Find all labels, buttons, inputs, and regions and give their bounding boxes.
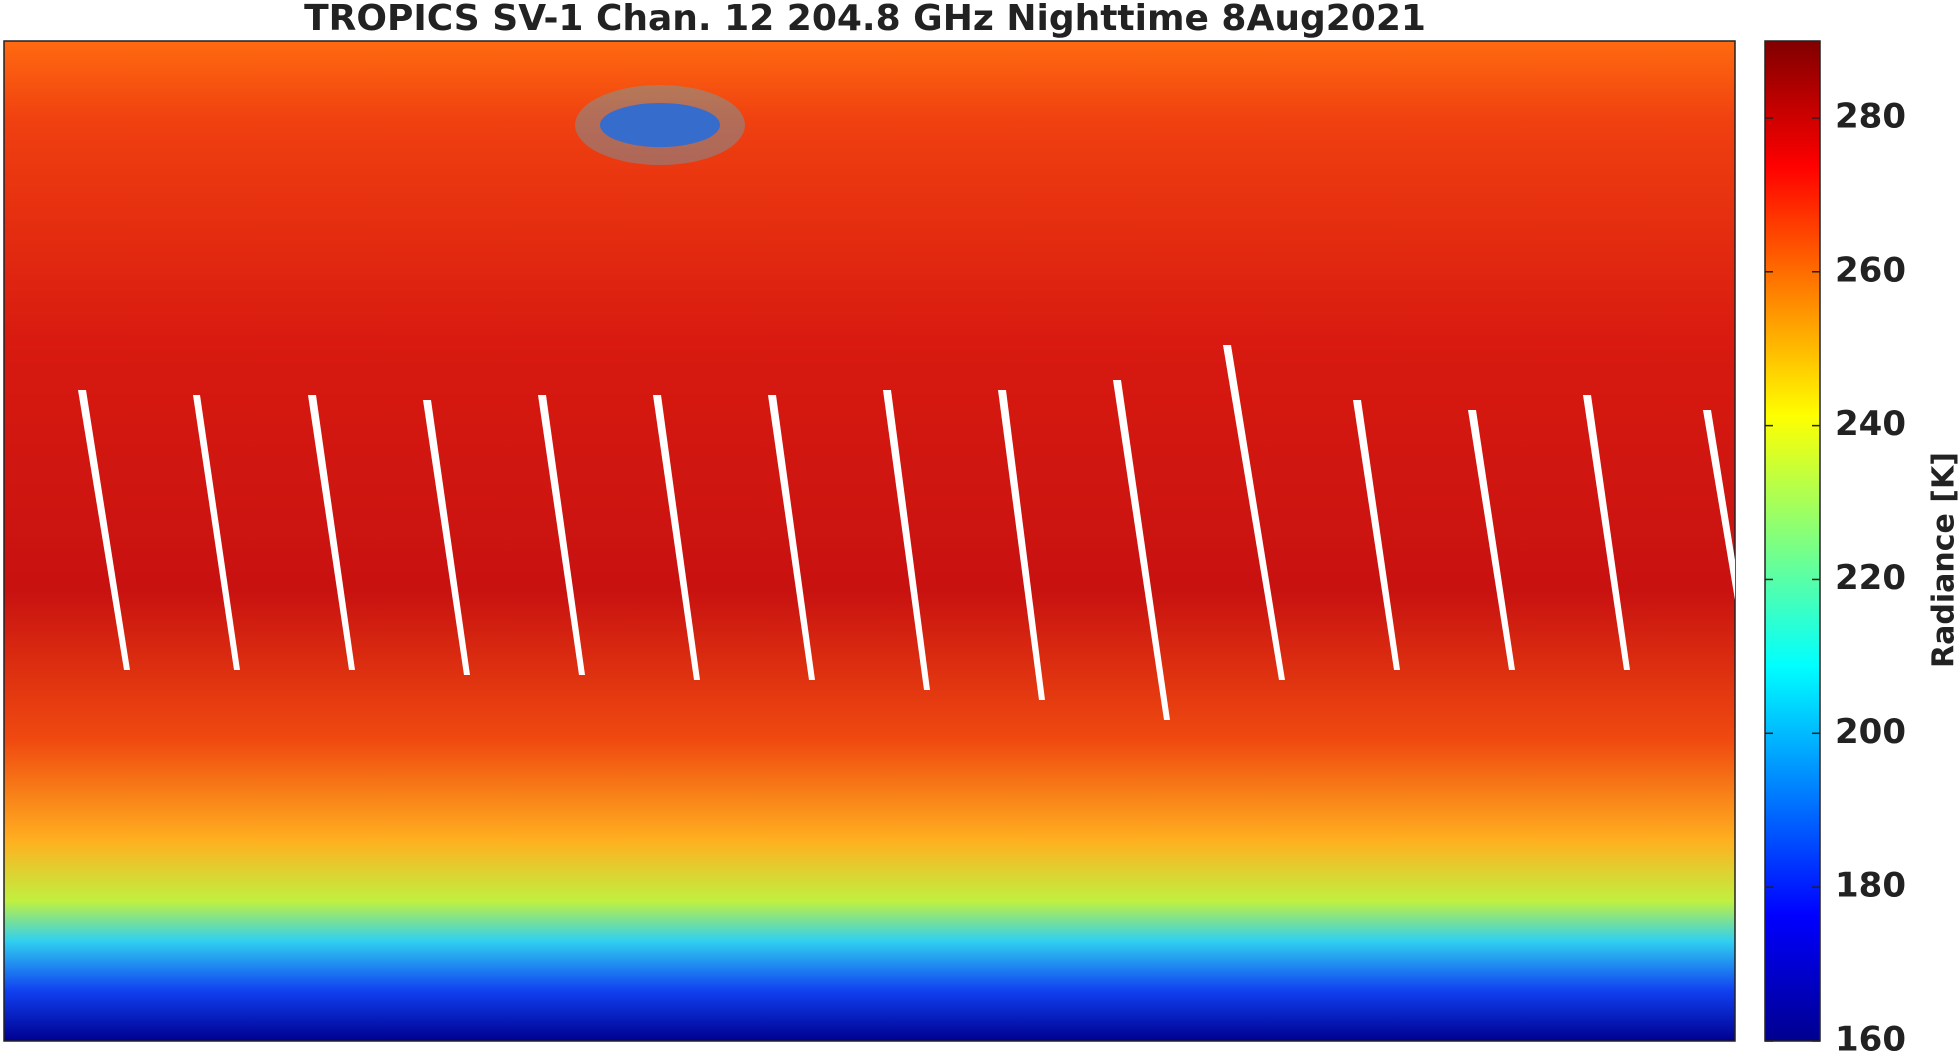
colorbar-tick-label: 180 bbox=[1835, 866, 1906, 906]
colorbar-tick-label: 220 bbox=[1835, 558, 1906, 598]
colorbar bbox=[1765, 41, 1820, 1041]
colorbar-tick-label: 280 bbox=[1835, 96, 1906, 136]
colorbar-tick-label: 240 bbox=[1835, 404, 1906, 444]
colorbar-tick-label: 200 bbox=[1835, 712, 1906, 752]
colorbar-ramp bbox=[1765, 41, 1820, 1041]
colorbar-tick-label: 160 bbox=[1835, 1020, 1906, 1058]
colorbar-label: Radiance [K] bbox=[1927, 452, 1960, 668]
colorbar-tick-label: 260 bbox=[1835, 250, 1906, 290]
map bbox=[4, 41, 1735, 1041]
title: TROPICS SV-1 Chan. 12 204.8 GHz Nighttim… bbox=[304, 0, 1426, 39]
